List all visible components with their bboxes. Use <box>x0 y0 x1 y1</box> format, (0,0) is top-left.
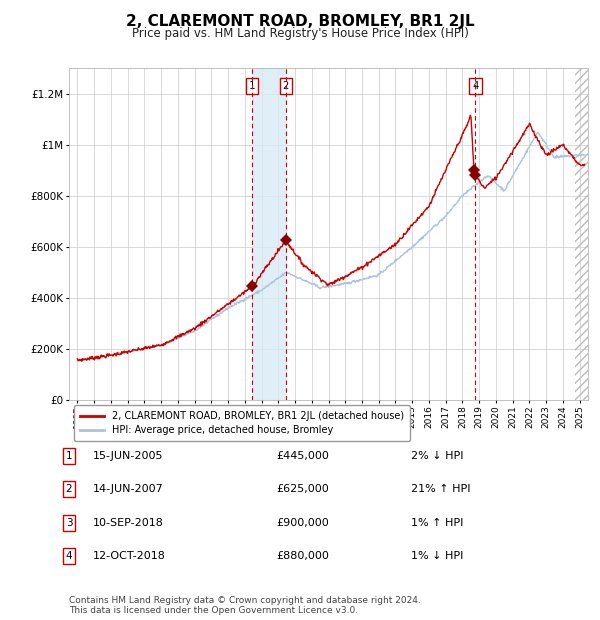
Text: 1% ↑ HPI: 1% ↑ HPI <box>411 518 463 528</box>
Text: 21% ↑ HPI: 21% ↑ HPI <box>411 484 470 494</box>
Text: £445,000: £445,000 <box>276 451 329 461</box>
Text: 10-SEP-2018: 10-SEP-2018 <box>93 518 164 528</box>
Text: 4: 4 <box>472 81 479 91</box>
Bar <box>253 68 286 400</box>
Text: 1% ↓ HPI: 1% ↓ HPI <box>411 551 463 561</box>
Text: £880,000: £880,000 <box>276 551 329 561</box>
Text: 14-JUN-2007: 14-JUN-2007 <box>93 484 164 494</box>
Text: 4: 4 <box>65 551 73 561</box>
Legend: 2, CLAREMONT ROAD, BROMLEY, BR1 2JL (detached house), HPI: Average price, detach: 2, CLAREMONT ROAD, BROMLEY, BR1 2JL (det… <box>74 405 410 441</box>
Text: Contains HM Land Registry data © Crown copyright and database right 2024.
This d: Contains HM Land Registry data © Crown c… <box>69 596 421 615</box>
Text: 15-JUN-2005: 15-JUN-2005 <box>93 451 163 461</box>
Text: 2% ↓ HPI: 2% ↓ HPI <box>411 451 464 461</box>
Text: 2, CLAREMONT ROAD, BROMLEY, BR1 2JL: 2, CLAREMONT ROAD, BROMLEY, BR1 2JL <box>125 14 475 29</box>
Text: Price paid vs. HM Land Registry's House Price Index (HPI): Price paid vs. HM Land Registry's House … <box>131 27 469 40</box>
Text: 1: 1 <box>249 81 256 91</box>
Text: 2: 2 <box>283 81 289 91</box>
Text: 2: 2 <box>65 484 73 494</box>
Text: £625,000: £625,000 <box>276 484 329 494</box>
Text: 12-OCT-2018: 12-OCT-2018 <box>93 551 166 561</box>
Bar <box>575 55 600 400</box>
Text: 3: 3 <box>65 518 73 528</box>
Text: £900,000: £900,000 <box>276 518 329 528</box>
Text: 1: 1 <box>65 451 73 461</box>
